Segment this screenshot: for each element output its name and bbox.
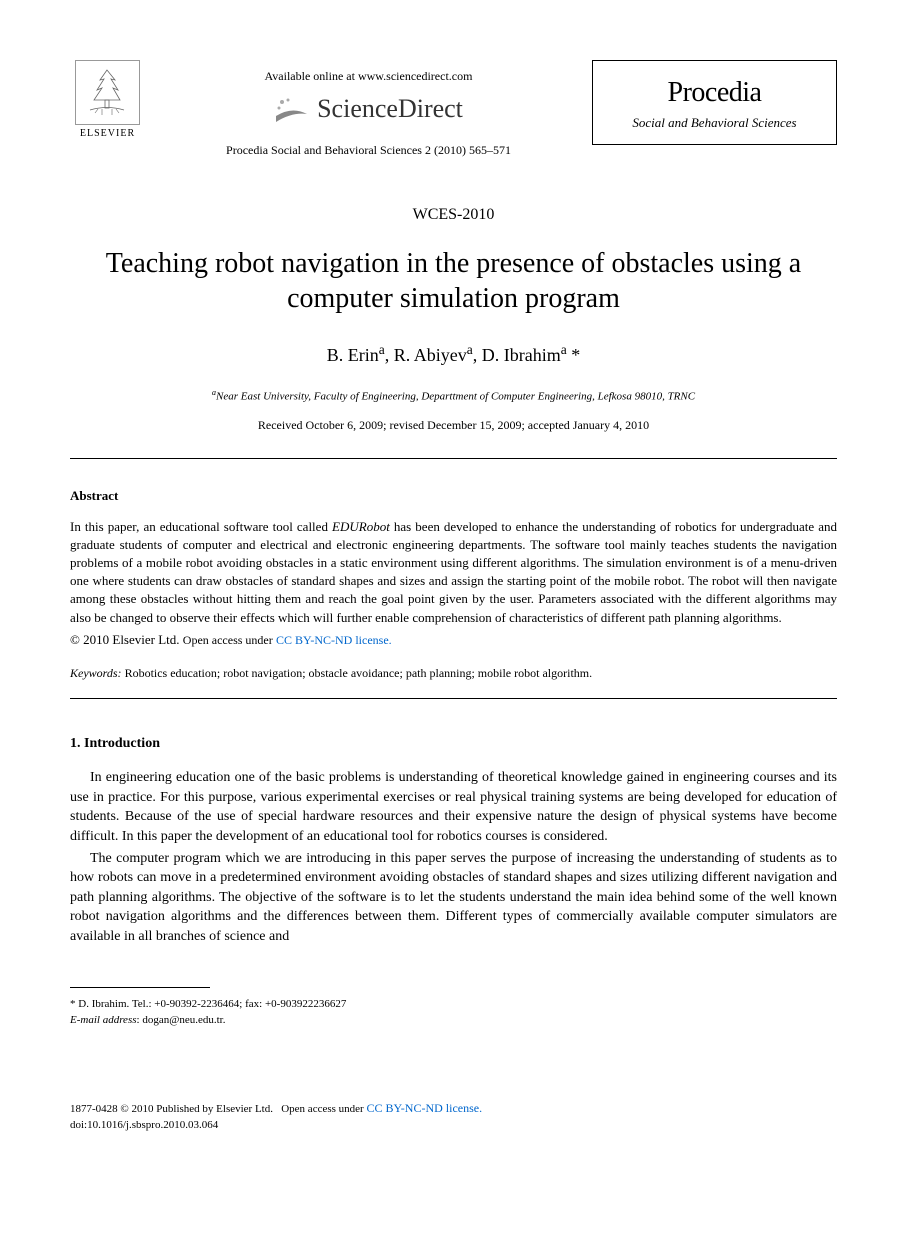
footer-license-link[interactable]: CC BY-NC-ND license. (366, 1101, 482, 1115)
paper-title: Teaching robot navigation in the presenc… (70, 246, 837, 316)
copyright-text: © 2010 Elsevier Ltd. (70, 632, 180, 647)
footer-open-access: Open access under (281, 1103, 363, 1115)
keywords-line: Keywords: Robotics education; robot navi… (70, 665, 837, 682)
footer: 1877-0428 © 2010 Published by Elsevier L… (70, 1099, 837, 1134)
available-online-text: Available online at www.sciencedirect.co… (265, 68, 473, 85)
footnote: * D. Ibrahim. Tel.: +0-90392-2236464; fa… (70, 996, 837, 1029)
intro-para-1: In engineering education one of the basi… (70, 768, 837, 846)
doi: doi:10.1016/j.sbspro.2010.03.064 (70, 1117, 837, 1134)
center-header: Available online at www.sciencedirect.co… (226, 60, 511, 159)
license-link[interactable]: CC BY-NC-ND license. (276, 633, 392, 647)
elsevier-logo: ELSEVIER (70, 60, 145, 145)
abstract-heading: Abstract (70, 487, 837, 505)
procedia-subtitle: Social and Behavioral Sciences (611, 114, 818, 132)
divider-bottom (70, 698, 837, 699)
received-dates: Received October 6, 2009; revised Decemb… (70, 417, 837, 434)
keywords-text: Robotics education; robot navigation; ob… (122, 666, 593, 680)
intro-para-2: The computer program which we are introd… (70, 849, 837, 947)
journal-citation: Procedia Social and Behavioral Sciences … (226, 142, 511, 159)
authors: B. Erina, R. Abiyeva, D. Ibrahima * (70, 341, 837, 368)
procedia-title: Procedia (611, 73, 818, 112)
copyright-line: © 2010 Elsevier Ltd. Open access under C… (70, 631, 837, 649)
section-1-heading: 1. Introduction (70, 734, 837, 754)
elsevier-tree-icon (75, 60, 140, 125)
conference-name: WCES-2010 (70, 204, 837, 226)
open-access-text: Open access under (183, 633, 273, 647)
divider-top (70, 458, 837, 459)
footnote-rule (70, 987, 210, 988)
abstract-body: In this paper, an educational software t… (70, 518, 837, 627)
sciencedirect-label: ScienceDirect (317, 91, 463, 127)
sciencedirect-logo: ScienceDirect (274, 91, 463, 127)
procedia-box: Procedia Social and Behavioral Sciences (592, 60, 837, 145)
footnote-contact: * D. Ibrahim. Tel.: +0-90392-2236464; fa… (70, 996, 837, 1013)
keywords-label: Keywords: (70, 666, 122, 680)
affiliation: aNear East University, Faculty of Engine… (70, 387, 837, 405)
elsevier-label: ELSEVIER (80, 127, 135, 141)
footnote-email: : dogan@neu.edu.tr. (137, 1014, 226, 1026)
issn-copyright: 1877-0428 © 2010 Published by Elsevier L… (70, 1103, 273, 1115)
footnote-email-label: E-mail address (70, 1014, 137, 1026)
sciencedirect-swoosh-icon (274, 94, 309, 124)
header-row: ELSEVIER Available online at www.science… (70, 60, 837, 159)
